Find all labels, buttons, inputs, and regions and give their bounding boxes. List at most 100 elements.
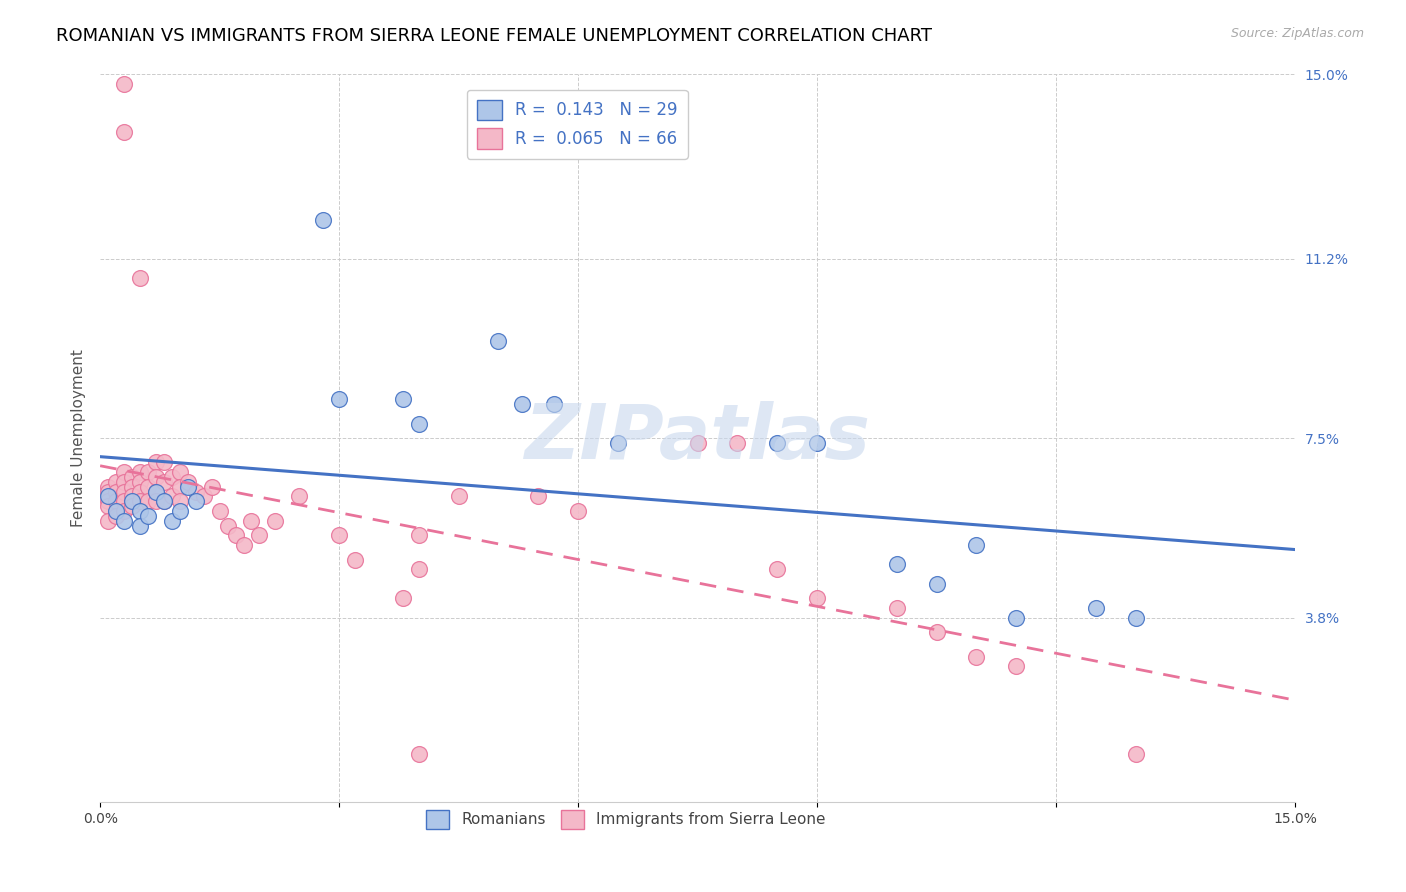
Point bbox=[112, 494, 135, 508]
Legend: Romanians, Immigrants from Sierra Leone: Romanians, Immigrants from Sierra Leone bbox=[420, 804, 832, 835]
Point bbox=[1005, 659, 1028, 673]
Point bbox=[105, 494, 128, 508]
Point bbox=[328, 392, 350, 407]
Point bbox=[160, 470, 183, 484]
Point bbox=[97, 499, 120, 513]
Point bbox=[121, 480, 143, 494]
Point bbox=[1125, 747, 1147, 761]
Point bbox=[145, 455, 167, 469]
Point bbox=[886, 558, 908, 572]
Point bbox=[806, 436, 828, 450]
Point bbox=[153, 494, 176, 508]
Point bbox=[112, 125, 135, 139]
Point bbox=[725, 436, 748, 450]
Point bbox=[129, 465, 152, 479]
Point bbox=[543, 397, 565, 411]
Point bbox=[112, 475, 135, 489]
Point bbox=[145, 484, 167, 499]
Point bbox=[806, 591, 828, 606]
Text: ROMANIAN VS IMMIGRANTS FROM SIERRA LEONE FEMALE UNEMPLOYMENT CORRELATION CHART: ROMANIAN VS IMMIGRANTS FROM SIERRA LEONE… bbox=[56, 27, 932, 45]
Point bbox=[217, 518, 239, 533]
Point bbox=[184, 484, 207, 499]
Point bbox=[408, 747, 430, 761]
Point bbox=[112, 484, 135, 499]
Point bbox=[112, 77, 135, 91]
Point bbox=[925, 576, 948, 591]
Point bbox=[886, 601, 908, 615]
Point bbox=[766, 562, 789, 576]
Point bbox=[344, 552, 367, 566]
Point bbox=[184, 494, 207, 508]
Point bbox=[129, 494, 152, 508]
Point bbox=[121, 490, 143, 504]
Point bbox=[232, 538, 254, 552]
Point bbox=[105, 504, 128, 518]
Point bbox=[225, 528, 247, 542]
Point bbox=[408, 417, 430, 431]
Point bbox=[97, 490, 120, 504]
Point bbox=[169, 504, 191, 518]
Point bbox=[193, 490, 215, 504]
Point bbox=[97, 514, 120, 528]
Point bbox=[160, 514, 183, 528]
Point bbox=[160, 490, 183, 504]
Point bbox=[121, 499, 143, 513]
Point bbox=[408, 528, 430, 542]
Point bbox=[607, 436, 630, 450]
Point bbox=[136, 465, 159, 479]
Point bbox=[145, 484, 167, 499]
Point bbox=[328, 528, 350, 542]
Point bbox=[201, 480, 224, 494]
Point bbox=[129, 504, 152, 518]
Point bbox=[121, 494, 143, 508]
Point bbox=[392, 591, 415, 606]
Point bbox=[392, 392, 415, 407]
Point bbox=[527, 490, 550, 504]
Point bbox=[1084, 601, 1107, 615]
Y-axis label: Female Unemployment: Female Unemployment bbox=[72, 349, 86, 527]
Point bbox=[121, 470, 143, 484]
Point bbox=[567, 504, 589, 518]
Point bbox=[488, 334, 510, 348]
Point bbox=[177, 475, 200, 489]
Text: ZIPatlas: ZIPatlas bbox=[524, 401, 870, 475]
Point bbox=[766, 436, 789, 450]
Point bbox=[97, 494, 120, 508]
Point bbox=[925, 625, 948, 640]
Point bbox=[177, 480, 200, 494]
Point bbox=[447, 490, 470, 504]
Point bbox=[145, 470, 167, 484]
Point bbox=[153, 475, 176, 489]
Point bbox=[1125, 611, 1147, 625]
Text: Source: ZipAtlas.com: Source: ZipAtlas.com bbox=[1230, 27, 1364, 40]
Point bbox=[208, 504, 231, 518]
Point bbox=[112, 514, 135, 528]
Point bbox=[136, 508, 159, 523]
Point bbox=[965, 538, 987, 552]
Point bbox=[312, 212, 335, 227]
Point bbox=[169, 465, 191, 479]
Point bbox=[249, 528, 271, 542]
Point bbox=[408, 562, 430, 576]
Point bbox=[145, 494, 167, 508]
Point bbox=[129, 475, 152, 489]
Point bbox=[105, 475, 128, 489]
Point bbox=[129, 271, 152, 285]
Point bbox=[288, 490, 311, 504]
Point bbox=[686, 436, 709, 450]
Point bbox=[129, 518, 152, 533]
Point bbox=[153, 455, 176, 469]
Point bbox=[105, 508, 128, 523]
Point bbox=[264, 514, 287, 528]
Point bbox=[169, 480, 191, 494]
Point bbox=[169, 494, 191, 508]
Point bbox=[965, 649, 987, 664]
Point bbox=[129, 484, 152, 499]
Point bbox=[112, 504, 135, 518]
Point bbox=[240, 514, 263, 528]
Point bbox=[1005, 611, 1028, 625]
Point bbox=[97, 484, 120, 499]
Point bbox=[105, 484, 128, 499]
Point bbox=[112, 465, 135, 479]
Point bbox=[136, 480, 159, 494]
